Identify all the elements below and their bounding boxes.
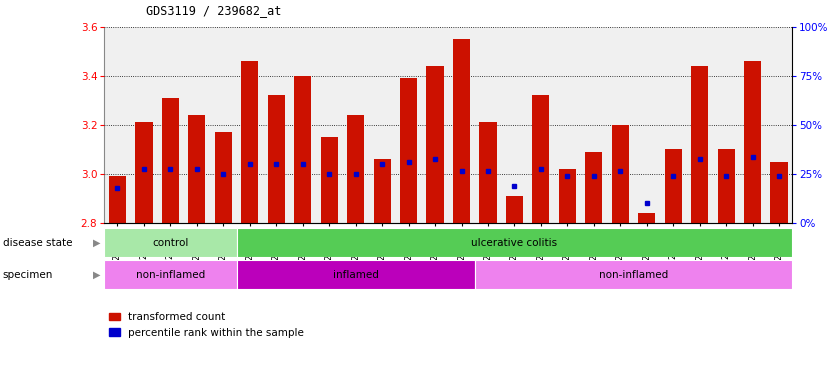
Text: disease state: disease state <box>3 238 72 248</box>
Bar <box>665 149 682 223</box>
Bar <box>268 96 285 223</box>
Text: ▶: ▶ <box>93 270 100 280</box>
Bar <box>109 176 126 223</box>
Bar <box>104 260 237 289</box>
Bar <box>294 76 311 223</box>
Text: non-inflamed: non-inflamed <box>136 270 205 280</box>
Text: inflamed: inflamed <box>333 270 379 280</box>
Legend: transformed count, percentile rank within the sample: transformed count, percentile rank withi… <box>109 313 304 338</box>
Bar <box>453 39 470 223</box>
Bar <box>237 228 792 257</box>
Bar <box>320 137 338 223</box>
Bar <box>104 228 237 257</box>
Bar <box>691 66 708 223</box>
Bar <box>638 213 656 223</box>
Bar <box>347 115 364 223</box>
Text: control: control <box>153 238 188 248</box>
Bar <box>237 260 475 289</box>
Bar <box>506 196 523 223</box>
Bar <box>744 61 761 223</box>
Bar <box>475 260 792 289</box>
Bar <box>241 61 259 223</box>
Bar <box>162 98 179 223</box>
Text: non-inflamed: non-inflamed <box>599 270 668 280</box>
Text: GDS3119 / 239682_at: GDS3119 / 239682_at <box>146 4 281 17</box>
Bar <box>400 78 417 223</box>
Bar <box>585 152 602 223</box>
Bar <box>135 122 153 223</box>
Bar <box>717 149 735 223</box>
Bar <box>426 66 444 223</box>
Bar <box>532 96 550 223</box>
Bar <box>480 122 496 223</box>
Bar <box>771 162 787 223</box>
Bar <box>214 132 232 223</box>
Bar <box>374 159 390 223</box>
Bar <box>611 125 629 223</box>
Text: specimen: specimen <box>3 270 53 280</box>
Bar <box>559 169 576 223</box>
Bar <box>188 115 205 223</box>
Text: ▶: ▶ <box>93 238 100 248</box>
Text: ulcerative colitis: ulcerative colitis <box>471 238 557 248</box>
